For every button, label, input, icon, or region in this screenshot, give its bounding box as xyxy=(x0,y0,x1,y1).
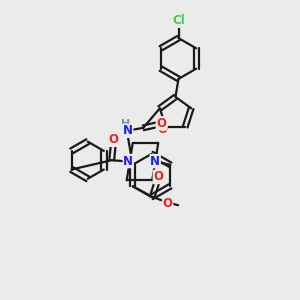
Text: Cl: Cl xyxy=(172,14,185,27)
Text: N: N xyxy=(123,124,133,137)
Text: O: O xyxy=(156,117,166,130)
Text: O: O xyxy=(153,170,163,184)
Text: N: N xyxy=(123,154,133,168)
Text: N: N xyxy=(150,154,160,168)
Text: O: O xyxy=(163,197,172,210)
Text: H: H xyxy=(121,119,130,129)
Text: O: O xyxy=(108,133,118,146)
Text: O: O xyxy=(157,123,167,136)
